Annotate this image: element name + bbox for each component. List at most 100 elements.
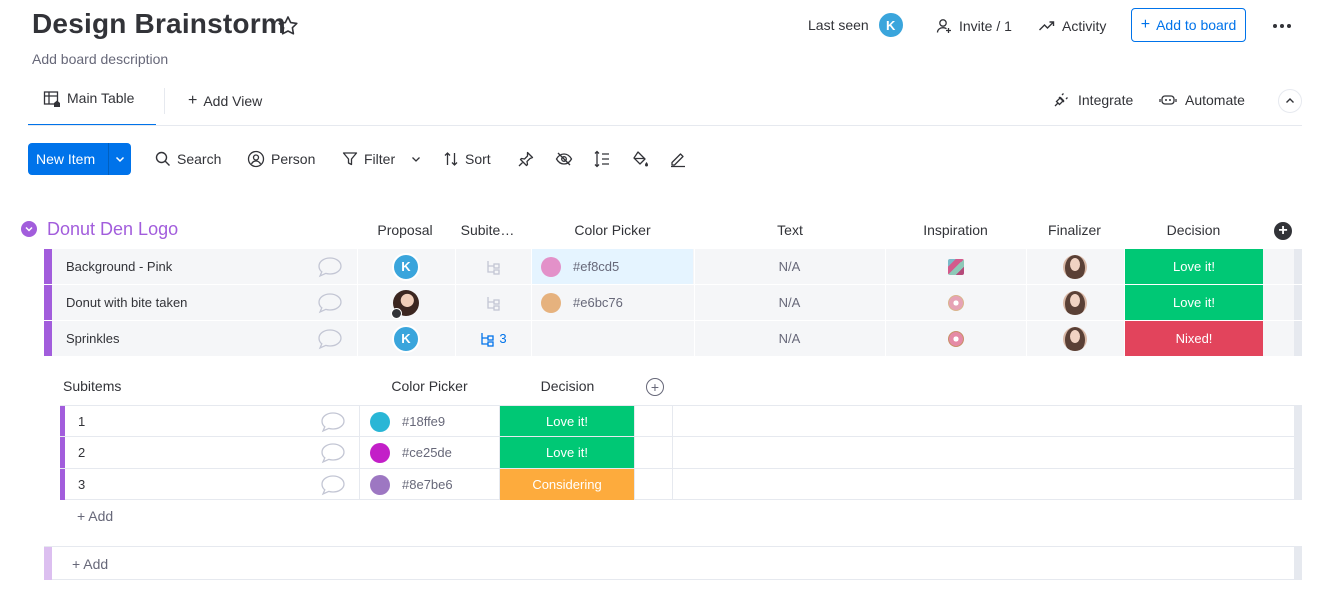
status-badge[interactable]: Love it!	[500, 406, 635, 437]
color-picker-cell[interactable]: #ef8cd5	[531, 249, 693, 284]
column-header-subitems[interactable]: Subite…	[460, 222, 515, 238]
finalizer-cell[interactable]	[1026, 321, 1123, 356]
search-button[interactable]: Search	[155, 150, 221, 168]
color-picker-cell[interactable]: #e6bc76	[531, 285, 693, 320]
subitem-name[interactable]: 1	[65, 406, 360, 437]
subitems-column-decision[interactable]: Decision	[540, 378, 595, 394]
column-header-color-picker[interactable]: Color Picker	[574, 222, 651, 238]
color-value: #8e7be6	[402, 477, 453, 492]
plug-icon	[1054, 93, 1068, 107]
proposal-cell[interactable]	[357, 285, 454, 320]
group-collapse-icon[interactable]	[21, 221, 37, 237]
item-name[interactable]: Sprinkles	[66, 331, 120, 346]
subitems-column-color-picker[interactable]: Color Picker	[391, 378, 468, 394]
last-seen[interactable]: Last seen K	[808, 11, 905, 39]
conversation-icon[interactable]	[317, 328, 343, 350]
subitem-name[interactable]: 2	[65, 437, 360, 468]
activity-button[interactable]: Activity	[1038, 16, 1106, 36]
pin-icon[interactable]	[517, 150, 535, 168]
inspiration-cell[interactable]	[885, 321, 1025, 356]
status-badge[interactable]: Love it!	[500, 437, 635, 468]
automate-button[interactable]: Automate	[1159, 91, 1245, 109]
subitems-cell[interactable]	[455, 249, 530, 284]
table-row[interactable]: Donut with bite taken #e6bc76 N/A Love i…	[44, 285, 1302, 320]
subitems-icon	[487, 260, 500, 275]
row-height-icon[interactable]	[593, 150, 611, 168]
tab-main-table[interactable]: Main Table	[28, 90, 156, 126]
star-icon[interactable]	[276, 14, 300, 38]
status-badge[interactable]: Nixed!	[1124, 321, 1263, 356]
text-cell[interactable]: N/A	[694, 321, 884, 356]
board-description[interactable]: Add board description	[32, 51, 169, 67]
subitem-name[interactable]: 3	[65, 469, 360, 500]
text-cell[interactable]: N/A	[694, 249, 884, 284]
board-title[interactable]: Design Brainstorm	[32, 8, 286, 39]
sort-label: Sort	[465, 151, 491, 167]
add-subitem-button[interactable]: + Add	[77, 508, 114, 524]
subitems-cell[interactable]: 3	[455, 321, 530, 356]
color-value: #ef8cd5	[573, 259, 620, 274]
filter-label: Filter	[364, 151, 396, 167]
add-item-row[interactable]: + Add	[44, 546, 1302, 580]
hide-icon[interactable]	[555, 150, 573, 168]
invite-button[interactable]: Invite / 1	[935, 16, 1012, 36]
color-picker-cell[interactable]: #18ffe9	[360, 406, 500, 437]
color-picker-cell[interactable]: #8e7be6	[360, 469, 500, 500]
proposal-cell[interactable]: K	[357, 249, 454, 284]
chevron-down-icon[interactable]	[109, 154, 131, 164]
activity-label: Activity	[1062, 18, 1107, 34]
new-item-button[interactable]: New Item	[28, 143, 131, 175]
avatar	[1063, 290, 1087, 315]
color-picker-cell[interactable]	[531, 321, 693, 356]
paint-bucket-icon[interactable]	[631, 150, 649, 168]
more-options-icon[interactable]	[1270, 16, 1294, 36]
add-item-label[interactable]: + Add	[72, 556, 109, 572]
status-badge[interactable]: Considering	[500, 469, 635, 500]
conversation-icon[interactable]	[320, 442, 346, 464]
proposal-cell[interactable]: K	[357, 321, 454, 356]
add-column-button[interactable]: +	[1274, 222, 1292, 240]
conversation-icon[interactable]	[320, 411, 346, 433]
column-header-proposal[interactable]: Proposal	[377, 222, 433, 238]
item-name[interactable]: Background - Pink	[66, 259, 173, 274]
tab-divider	[164, 88, 165, 114]
sort-button[interactable]: Sort	[443, 150, 491, 168]
chevron-down-icon[interactable]	[411, 154, 421, 164]
person-add-icon	[936, 19, 951, 33]
add-to-board-button[interactable]: + Add to board	[1131, 8, 1246, 42]
text-cell[interactable]: N/A	[694, 285, 884, 320]
column-header-text[interactable]: Text	[777, 222, 803, 238]
subitems-header: Subitems	[63, 378, 122, 394]
color-picker-cell[interactable]: #ce25de	[360, 437, 500, 468]
column-header-decision[interactable]: Decision	[1166, 222, 1221, 238]
table-row[interactable]: Sprinkles K 3 N/A Nixed!	[44, 321, 1302, 356]
conversation-icon[interactable]	[320, 474, 346, 496]
item-name[interactable]: Donut with bite taken	[66, 295, 188, 310]
column-header-finalizer[interactable]: Finalizer	[1048, 222, 1101, 238]
table-row[interactable]: Background - Pink K #ef8cd5 N/A Love it!	[44, 249, 1302, 284]
subitems-cell[interactable]	[455, 285, 530, 320]
inspiration-cell[interactable]	[885, 285, 1025, 320]
status-badge[interactable]: Love it!	[1124, 285, 1263, 320]
edit-pen-icon[interactable]	[669, 150, 687, 168]
group-title[interactable]: Donut Den Logo	[47, 219, 179, 239]
finalizer-cell[interactable]	[1026, 285, 1123, 320]
avatar: K	[876, 11, 905, 39]
person-filter-button[interactable]: Person	[247, 150, 315, 168]
add-subitem-column-button[interactable]: +	[646, 378, 664, 396]
conversation-icon[interactable]	[317, 292, 343, 314]
finalizer-cell[interactable]	[1026, 249, 1123, 284]
column-header-inspiration[interactable]: Inspiration	[923, 222, 988, 238]
filter-button[interactable]: Filter	[342, 150, 421, 168]
subitem-row[interactable]: 2 #ce25de Love it!	[60, 436, 1302, 468]
add-view-button[interactable]: + Add View	[188, 92, 262, 110]
owner-badge-icon	[391, 307, 402, 319]
collapse-header-button[interactable]	[1278, 89, 1302, 113]
table-home-icon	[43, 91, 60, 107]
conversation-icon[interactable]	[317, 256, 343, 278]
status-badge[interactable]: Love it!	[1124, 249, 1263, 284]
subitem-row[interactable]: 1 #18ffe9 Love it!	[60, 405, 1302, 437]
subitem-row[interactable]: 3 #8e7be6 Considering	[60, 468, 1302, 500]
integrate-button[interactable]: Integrate	[1052, 91, 1133, 109]
inspiration-cell[interactable]	[885, 249, 1025, 284]
